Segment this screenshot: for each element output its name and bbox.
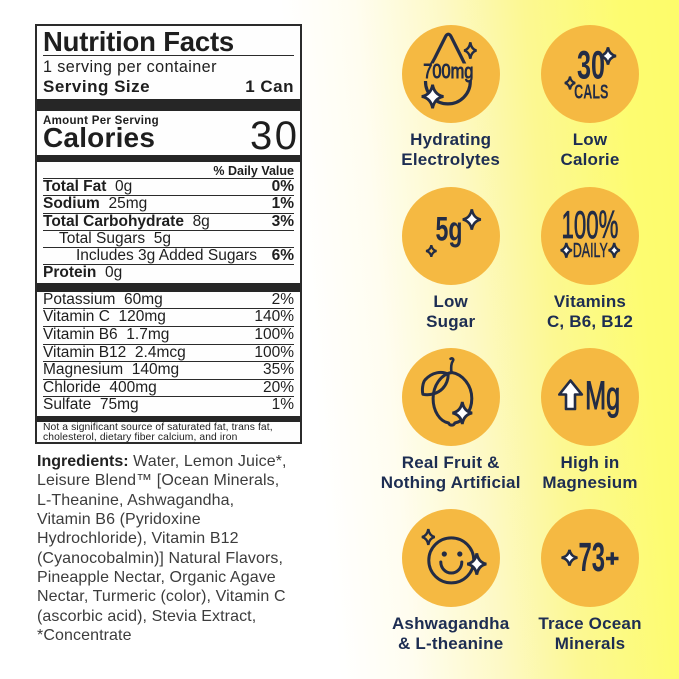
svg-text:5g: 5g [435,211,462,248]
svg-text:700mg: 700mg [423,59,473,82]
svg-text:DAILY: DAILY [573,239,608,262]
svg-text:100%: 100% [561,202,618,246]
svg-text:Mg: Mg [585,374,620,418]
svg-text:30: 30 [577,44,605,88]
svg-text:CALS: CALS [574,81,608,104]
svg-text:73: 73 [579,536,606,581]
